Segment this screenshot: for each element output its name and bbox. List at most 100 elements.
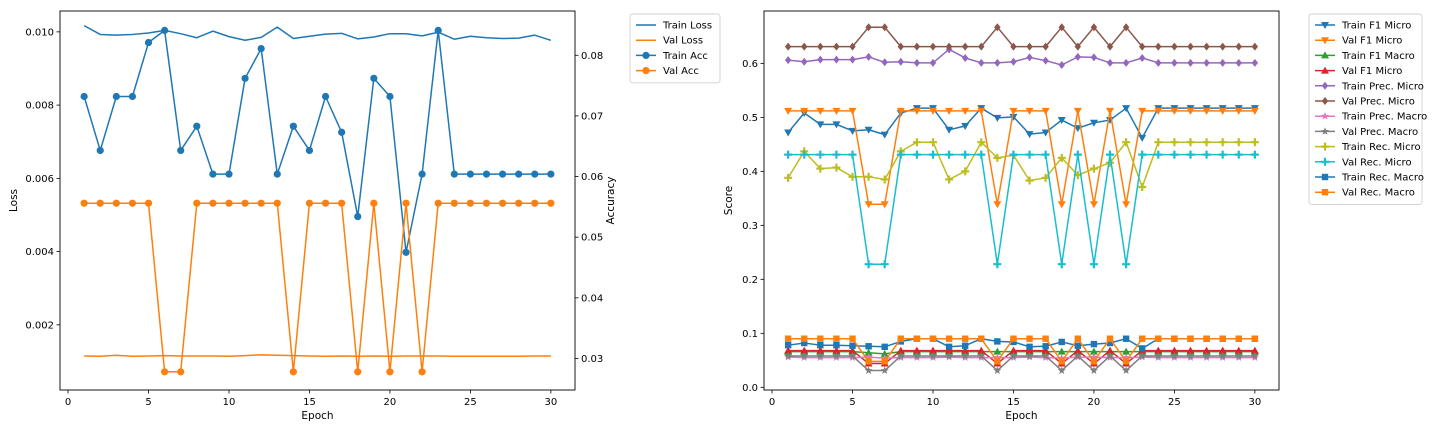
series-val-acc-3-point [531, 199, 539, 207]
series-train-acc-2-point [289, 122, 297, 130]
series-val-f1-micro-3-point [961, 346, 970, 354]
series-train-acc-2-point [273, 170, 281, 178]
series-train-acc-2-point [209, 170, 217, 178]
series-train-f1-micro-0-point [880, 131, 889, 139]
series-val-acc-3-point [498, 199, 507, 207]
series-train-rec-macro-10-point [1058, 338, 1065, 346]
series-train-prec-micro-4-point [784, 56, 792, 65]
series-val-rec-micro-9-point [1202, 150, 1211, 159]
series-val-f1-micro-1-point [1234, 107, 1243, 115]
series-val-acc-3-point [354, 368, 362, 376]
series-val-rec-micro-9-point [864, 260, 873, 269]
legend-entry-val-rec-micro-label: Val Rec. Micro [1342, 157, 1412, 168]
series-val-rec-macro-11-point [1235, 335, 1242, 342]
series-train-acc-2-point [305, 146, 314, 155]
legend-entry-val-f1-micro-label: Val F1 Micro [1342, 36, 1402, 47]
series-val-rec-macro-11-point [833, 335, 840, 342]
y-right-tick-label: 0.04 [581, 293, 603, 304]
series-val-prec-macro-7-point [1025, 351, 1034, 360]
legend-entry-train-prec-macro-label: Train Prec. Macro [1341, 112, 1427, 123]
series-train-prec-micro-4-point [994, 58, 1001, 67]
series-val-f1-micro-1-point [945, 107, 954, 115]
series-val-rec-macro-11-point [1171, 335, 1178, 342]
series-val-prec-macro-7-point [1138, 351, 1147, 360]
series-val-prec-micro-5-point [817, 42, 824, 51]
series-val-acc-3-point [193, 199, 201, 207]
series-val-f1-micro-1-point [816, 107, 825, 115]
score-chart: 0 5 10 15 20 25 30 0.0 0.1 0.2 0.3 0.4 0.5 0.6 Epoch Sc… [723, 10, 1427, 422]
series-val-f1-micro-1-point [1009, 107, 1018, 115]
series-train-rec-micro-8-point [912, 138, 921, 147]
series-val-rec-macro-11-point [1042, 335, 1049, 342]
series-val-rec-macro-11-point [784, 335, 792, 342]
legend-entry-train-acc-label: Train Acc [662, 51, 708, 62]
x-tick-label: 30 [1248, 397, 1261, 408]
series-val-f1-micro-1-point [1089, 201, 1098, 209]
plot-area [80, 24, 555, 376]
series-train-rec-micro-8-point [1234, 138, 1243, 147]
series-train-rec-micro-8-point [1154, 138, 1163, 147]
series-train-rec-micro-8-point [1250, 138, 1259, 147]
series-val-rec-micro-9-point [816, 150, 825, 159]
series-val-prec-macro-7-point [912, 351, 921, 360]
series-val-rec-micro-9-point [928, 150, 937, 159]
x-axis-label: Epoch [1005, 410, 1037, 422]
series-train-rec-macro-10-point [994, 338, 1001, 345]
series-val-rec-macro-11-point [1203, 335, 1210, 342]
series-val-rec-micro-9-point [800, 150, 809, 159]
series-val-f1-micro-1-point [864, 201, 873, 209]
series-train-acc-2-point [482, 170, 491, 178]
x-tick-label: 10 [927, 397, 940, 408]
series-val-f1-micro-1-point [977, 107, 986, 115]
series-val-prec-macro-7-point [1009, 351, 1018, 360]
y-axis-label: Score [723, 186, 735, 215]
series-val-rec-micro-9-point [1057, 260, 1066, 269]
series-train-prec-macro-6-point [880, 353, 889, 362]
series-train-f1-micro-0-point [832, 121, 841, 129]
series-val-acc-3-point [161, 368, 169, 376]
series-val-acc-3-point [128, 199, 137, 207]
series-train-acc-2-point [498, 170, 507, 178]
y-tick-label: 0.002 [25, 320, 54, 331]
series-val-f1-micro-1-point [880, 201, 889, 209]
series-val-f1-micro-1-point [1122, 201, 1131, 209]
series-val-prec-macro-7-point [961, 351, 970, 360]
series-train-rec-micro-8-point [832, 163, 841, 172]
series-train-prec-micro-4-point [1187, 58, 1194, 67]
series-val-acc-3-point [225, 199, 233, 207]
series-val-rec-micro-9-point [1073, 150, 1082, 159]
series-val-rec-macro-11-point [1155, 335, 1162, 342]
series-val-prec-micro-5-point [1171, 42, 1178, 51]
series-train-prec-macro-6-point [1122, 353, 1131, 361]
series-val-prec-micro-5-point [961, 42, 969, 51]
series-train-rec-micro-8-point [1138, 183, 1147, 192]
series-val-rec-micro-9-point [784, 150, 793, 159]
series-train-rec-micro-8-point [1057, 153, 1066, 162]
series-train-prec-micro-4-point [1155, 58, 1162, 67]
series-train-acc-2-point [515, 170, 523, 178]
series-val-prec-micro-5-point [801, 42, 808, 51]
series-val-prec-micro-5-point [881, 23, 888, 32]
series-val-f1-micro-1-line [788, 110, 1255, 206]
series-val-prec-micro-5-point [978, 42, 985, 51]
series-val-prec-macro-7-point [1218, 351, 1227, 360]
series-val-f1-micro-3-point [1170, 346, 1179, 354]
series-val-prec-macro-7-point [928, 351, 937, 360]
series-val-prec-macro-7-point [1122, 366, 1131, 374]
x-tick-label: 30 [544, 397, 557, 408]
series-train-rec-macro-10-point [817, 341, 824, 349]
series-train-acc-2-point [466, 170, 474, 178]
legend-entry-train-loss-label: Train Loss [662, 21, 712, 32]
series-train-rec-micro-8-point [945, 175, 954, 184]
series-train-prec-micro-4-point [913, 58, 921, 67]
series-val-acc-3-point [370, 199, 378, 207]
legend-entry-val-acc-marker [642, 67, 650, 75]
series-val-rec-micro-9-point [848, 150, 857, 159]
series-val-acc-3-point [547, 199, 555, 207]
series-val-acc-3-point [321, 199, 330, 207]
series-val-f1-micro-3-point [784, 346, 793, 354]
legend-entry-val-prec-macro-label: Val Prec. Macro [1342, 127, 1418, 138]
y-right-axis-label: Accuracy [605, 177, 617, 225]
series-train-f1-micro-0-point [945, 126, 954, 134]
series-val-f1-micro-3-point [945, 346, 954, 354]
